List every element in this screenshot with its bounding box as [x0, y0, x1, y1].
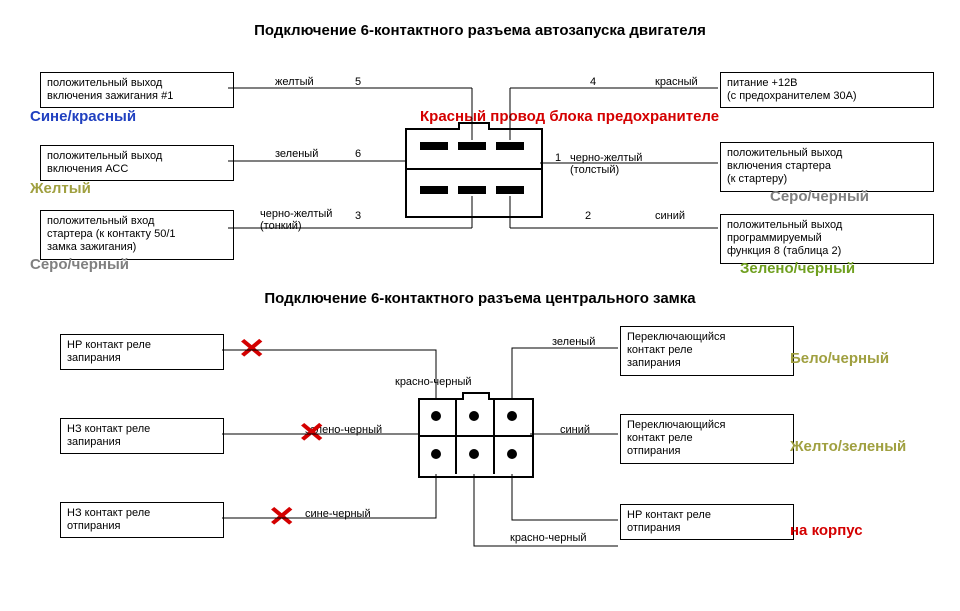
- connector-2-pin: [469, 449, 479, 459]
- pin-num-2: 2: [585, 210, 591, 222]
- pin-num-1: 1: [555, 152, 561, 164]
- box-lock-no: НР контакт релезапирания: [60, 334, 224, 370]
- connector-2-pin: [431, 449, 441, 459]
- connector-1-notch: [458, 122, 490, 130]
- box-unlock-no: НР контакт релеотпирания: [620, 504, 794, 540]
- box-starter-in-text: положительный входстартера (к контакту 5…: [47, 215, 176, 253]
- connector-2-pin: [507, 411, 517, 421]
- box-prog-text: положительный выходпрограммируемыйфункци…: [727, 219, 842, 257]
- anno-yellow: Желтый: [30, 180, 91, 197]
- box-power: питание +12В(с предохранителем 30А): [720, 72, 934, 108]
- x-mark-icon: ✕: [238, 332, 266, 365]
- box-starter-in: положительный входстартера (к контакту 5…: [40, 210, 234, 260]
- box-sw-unlock: Переключающийсяконтакт релеотпирания: [620, 414, 794, 464]
- box-power-text: питание +12В(с предохранителем 30А): [727, 77, 857, 102]
- box-lock-nc-text: НЗ контакт релезапирания: [67, 423, 150, 448]
- pin-num-3: 3: [355, 210, 361, 222]
- connector-2-pin: [507, 449, 517, 459]
- connector-1-pin: [420, 186, 448, 194]
- box-unlock-nc-text: НЗ контакт релеотпирания: [67, 507, 150, 532]
- diagram2-title: Подключение 6-контактного разъема центра…: [170, 290, 790, 307]
- connector-1-pin: [420, 142, 448, 150]
- box-ign1-text: положительный выходвключения зажигания #…: [47, 77, 173, 102]
- connector-1-pin: [496, 142, 524, 150]
- wire-label-redblk-l: красно-черный: [395, 376, 472, 388]
- wire-label-blu: синий: [560, 424, 590, 436]
- connector-1-pin: [496, 186, 524, 194]
- anno-blue-red: Сине/красный: [30, 108, 136, 125]
- box-ign1: положительный выходвключения зажигания #…: [40, 72, 234, 108]
- box-sw-unlock-text: Переключающийсяконтакт релеотпирания: [627, 419, 726, 457]
- connector-2-outer: [418, 398, 534, 478]
- x-mark-icon: ✕: [298, 416, 326, 449]
- connector-2-pin: [469, 411, 479, 421]
- connector-1-pin: [458, 142, 486, 150]
- wire-label-blublk: сине-черный: [305, 508, 371, 520]
- connector-2-pin: [431, 411, 441, 421]
- box-unlock-nc: НЗ контакт релеотпирания: [60, 502, 224, 538]
- box-sw-lock: Переключающийсяконтакт релезапирания: [620, 326, 794, 376]
- box-prog: положительный выходпрограммируемыйфункци…: [720, 214, 934, 264]
- anno-yel-grn: Желто/зеленый: [790, 438, 906, 455]
- box-unlock-no-text: НР контакт релеотпирания: [627, 509, 711, 534]
- anno-gray-blk-l: Серо/черный: [30, 256, 129, 273]
- connector-2-div-h: [418, 435, 534, 437]
- box-acc-text: положительный выходвключения АСС: [47, 150, 162, 175]
- connector-1-divider: [405, 168, 543, 170]
- connector-2-div-v1: [455, 398, 457, 474]
- box-lock-nc: НЗ контакт релезапирания: [60, 418, 224, 454]
- x-mark-icon: ✕: [268, 500, 296, 533]
- anno-green-blk: Зелено/черный: [740, 260, 855, 277]
- wire-label-grn: зеленый: [552, 336, 595, 348]
- wire-label-blue: синий: [655, 210, 685, 222]
- wire-label-blkyel-thick: черно-желтый(толстый): [570, 152, 642, 176]
- connector-2-div-v2: [493, 398, 495, 474]
- connector-1-pin: [458, 186, 486, 194]
- anno-white-blk: Бело/черный: [790, 350, 889, 367]
- wire-label-blkyel-thin: черно-желтый(тонкий): [260, 208, 332, 232]
- box-sw-lock-text: Переключающийсяконтакт релезапирания: [627, 331, 726, 369]
- box-acc: положительный выходвключения АСС: [40, 145, 234, 181]
- anno-to-body: на корпус: [790, 522, 863, 539]
- anno-gray-blk-r: Серо/черный: [770, 188, 869, 205]
- wire-label-red: красный: [655, 76, 698, 88]
- pin-num-6: 6: [355, 148, 361, 160]
- box-starter-out: положительный выходвключения стартера(к …: [720, 142, 934, 192]
- wire-label-yellow: желтый: [275, 76, 314, 88]
- box-lock-no-text: НР контакт релезапирания: [67, 339, 151, 364]
- pin-num-4: 4: [590, 76, 596, 88]
- connector-2-notch: [462, 392, 490, 400]
- box-starter-out-text: положительный выходвключения стартера(к …: [727, 147, 842, 185]
- wire-label-green: зеленый: [275, 148, 318, 160]
- diagram1-title: Подключение 6-контактного разъема автоза…: [150, 22, 810, 39]
- pin-num-5: 5: [355, 76, 361, 88]
- wire-label-redblk-r: красно-черный: [510, 532, 587, 544]
